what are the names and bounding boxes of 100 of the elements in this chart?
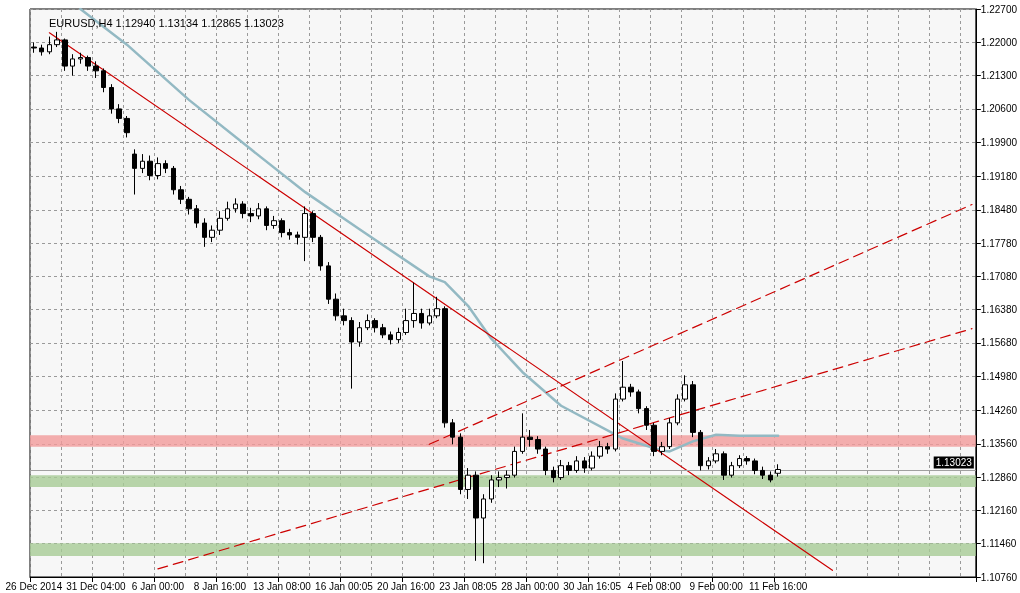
candlestick [535,435,541,455]
candlestick [458,432,463,495]
y-tick-label: 1.12860 [980,471,1018,483]
x-tick-label: 6 Jan 00:00 [131,580,185,592]
candlestick [636,389,641,414]
candlestick [651,422,657,457]
candlestick [396,327,401,344]
candlestick [372,317,378,333]
candlestick [124,115,130,138]
y-tick-label: 1.17780 [980,237,1018,249]
candlestick [116,103,122,124]
y-tick-label: 1.14260 [980,405,1018,416]
candlestick [256,202,261,220]
x-tick-label: 26 Dec 2014 [5,580,63,592]
candlestick [93,60,99,79]
candlestick [47,36,52,55]
candlestick [39,44,44,57]
x-tick-label: 23 Jan 08:05 [439,580,498,592]
candlestick [465,467,471,500]
candlestick [589,450,595,471]
y-tick-label: 1.13560 [980,438,1018,450]
candlestick [171,165,176,196]
candlestick [403,308,409,336]
candlestick [318,234,323,272]
y-tick-label: 1.20600 [980,103,1018,115]
candlestick [434,296,440,319]
candlestick [101,67,106,93]
x-tick-label: 4 Feb 08:00 [627,580,682,592]
candlestick [644,405,649,431]
candlestick [667,417,672,450]
candlestick [721,450,727,481]
candlestick [558,459,564,481]
x-tick-label: 28 Jan 00:00 [501,580,560,592]
candlestick [287,228,292,241]
candlestick [186,196,192,216]
candlestick [109,83,114,115]
candlestick [388,331,393,345]
candlestick [620,360,626,402]
x-tick-label: 30 Jan 16:05 [563,580,622,592]
candlestick [147,155,153,181]
candlestick [744,455,750,466]
candlestick [442,305,448,429]
candlestick [504,469,510,490]
candlestick [380,323,386,339]
candlestick [690,380,696,438]
candlestick [225,201,230,222]
candlestick [768,470,773,483]
candlestick [512,446,517,479]
candlestick [349,316,354,390]
candlestick [217,210,223,236]
y-tick-label: 1.19180 [980,170,1018,182]
y-tick-label: 1.15680 [980,337,1018,349]
candlestick [760,466,765,480]
candlestick [163,159,168,174]
candlestick [357,321,362,348]
candlestick [264,205,269,231]
y-tick-label: 1.14980 [980,370,1018,382]
candlestick [194,204,199,229]
y-tick-label: 1.18480 [980,204,1018,216]
candlestick [155,156,161,180]
candlestick [62,37,68,72]
candlestick [70,53,75,77]
x-tick-label: 20 Jan 16:00 [377,580,436,592]
x-tick-label: 9 Feb 00:00 [689,580,744,592]
candlestick [341,308,347,326]
y-tick-label: 1.22700 [980,3,1018,15]
candlestick [628,383,634,398]
candlestick [566,461,572,476]
candlestick [597,440,603,460]
candlestick [605,442,610,455]
candlestick [698,429,703,471]
candlestick [473,470,479,562]
x-tick-label: 11 Feb 16:00 [749,580,808,592]
x-tick-label: 31 Dec 04:00 [66,580,127,592]
x-tick-label: 16 Jan 00:05 [315,580,374,592]
candlestick [326,261,331,305]
candlestick [613,392,618,452]
y-tick-label: 1.11460 [980,538,1017,550]
candlestick [178,185,184,205]
candlestick [132,148,137,196]
y-tick-label: 1.16380 [980,304,1018,316]
x-tick-label: 8 Jan 16:00 [193,580,247,592]
x-tick-label: 13 Jan 08:00 [253,580,312,592]
candlestick [520,412,525,455]
candlestick [209,224,215,243]
candlestick [78,52,83,65]
candlestick [775,463,781,478]
y-tick-label: 1.17080 [980,270,1018,282]
candlestick [427,308,432,326]
candlestick [752,458,758,475]
candlestick [302,205,308,262]
candlestick [279,217,285,238]
candlestick [295,231,300,245]
candlestick [365,313,370,331]
candlestick [419,308,424,330]
candlestick [489,474,494,504]
candlestick [496,470,502,488]
candlestick [233,197,238,214]
y-tick-label: 1.19900 [980,136,1018,148]
candlestick [713,448,719,464]
